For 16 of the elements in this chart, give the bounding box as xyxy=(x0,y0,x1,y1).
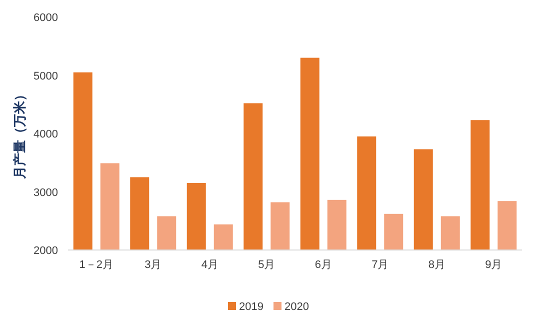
x-tick-label: 1－2月 xyxy=(79,259,114,271)
x-tick-label: 7月 xyxy=(372,259,389,271)
y-tick-label: 6000 xyxy=(34,12,58,24)
y-tick-label: 2000 xyxy=(34,245,58,257)
x-tick-label: 6月 xyxy=(314,259,332,271)
x-tick-label: 3月 xyxy=(144,259,162,271)
y-tick-label: 3000 xyxy=(34,186,58,199)
x-tick-label: 9月 xyxy=(485,259,502,271)
y-axis-title: 月产量（万米） xyxy=(12,88,27,180)
legend-label: 2020 xyxy=(284,301,309,313)
y-tick-label: 5000 xyxy=(34,70,58,82)
legend-label: 2019 xyxy=(239,301,264,313)
x-tick-label: 8月 xyxy=(428,259,446,271)
y-tick-label: 4000 xyxy=(34,128,58,140)
x-tick-label: 5月 xyxy=(258,259,276,271)
x-tick-label: 4月 xyxy=(201,259,218,271)
